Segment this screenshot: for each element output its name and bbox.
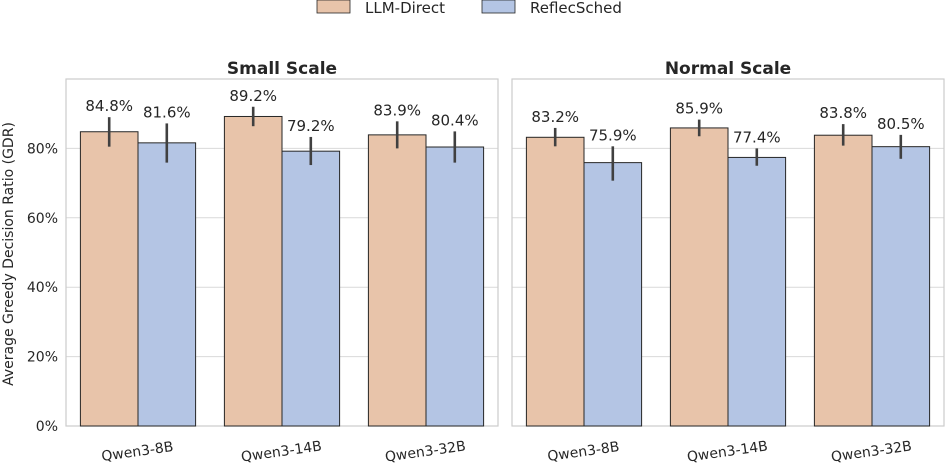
bar-llm-direct-qwen3-32b xyxy=(367,134,427,427)
panel-1: Small Scale 0% 20% 40% 60% 80% 84.8% 81.6% Qwen3… xyxy=(27,59,499,466)
bar-reflecsched-qwen3-32b xyxy=(425,146,485,427)
x-tick-label: Qwen3-8B xyxy=(100,439,174,465)
bar-reflecsched-qwen3-32b xyxy=(871,146,931,427)
y-tick-label: 60% xyxy=(27,211,58,227)
legend: LLM-Direct ReflecSched xyxy=(316,0,622,17)
legend-swatch-llm-direct xyxy=(316,0,351,14)
bar-value-label: 80.4% xyxy=(431,111,479,129)
bar-value-label: 81.6% xyxy=(143,103,191,121)
x-tick-label: Qwen3-32B xyxy=(384,438,467,465)
bar-value-label: 89.2% xyxy=(229,87,277,105)
bar-llm-direct-qwen3-8b xyxy=(525,136,585,427)
x-tick-label: Qwen3-14B xyxy=(240,438,323,465)
bar-value-label: 80.5% xyxy=(877,115,925,133)
bar-llm-direct-qwen3-14b xyxy=(223,115,283,427)
bar-reflecsched-qwen3-8b xyxy=(583,162,643,427)
x-tick-label: Qwen3-32B xyxy=(830,438,913,465)
bar-value-label: 77.4% xyxy=(733,128,781,146)
bar-value-label: 83.9% xyxy=(373,101,421,119)
bar-value-label: 83.2% xyxy=(531,108,579,126)
bar-reflecsched-qwen3-8b xyxy=(137,142,197,427)
bar-value-label: 83.8% xyxy=(819,104,867,122)
bar-reflecsched-qwen3-14b xyxy=(281,150,341,427)
legend-label-reflecsched: ReflecSched xyxy=(530,0,622,17)
bar-value-label: 75.9% xyxy=(589,126,637,144)
panel-2: Normal Scale 83.2% 75.9% Qwen3-8B 85.9% 77.4%… xyxy=(511,59,945,466)
bar-reflecsched-qwen3-14b xyxy=(727,156,787,427)
bar-llm-direct-qwen3-32b xyxy=(813,134,873,427)
y-tick-label: 0% xyxy=(36,419,58,435)
panel-title: Small Scale xyxy=(227,59,337,79)
bar-value-label: 85.9% xyxy=(675,100,723,118)
y-tick-label: 80% xyxy=(27,141,58,157)
y-tick-label: 20% xyxy=(27,350,58,366)
bar-value-label: 79.2% xyxy=(287,117,335,135)
y-tick-label: 40% xyxy=(27,280,58,296)
bar-llm-direct-qwen3-14b xyxy=(669,127,729,427)
bar-llm-direct-qwen3-8b xyxy=(79,131,139,427)
x-tick-label: Qwen3-8B xyxy=(546,439,620,465)
x-tick-label: Qwen3-14B xyxy=(686,438,769,465)
bar-value-label: 84.8% xyxy=(85,97,133,115)
y-axis-label: Average Greedy Decision Ratio (GDR) xyxy=(1,122,17,386)
panel-title: Normal Scale xyxy=(665,59,791,79)
legend-label-llm-direct: LLM-Direct xyxy=(365,0,445,17)
legend-swatch-reflecsched xyxy=(481,0,516,14)
